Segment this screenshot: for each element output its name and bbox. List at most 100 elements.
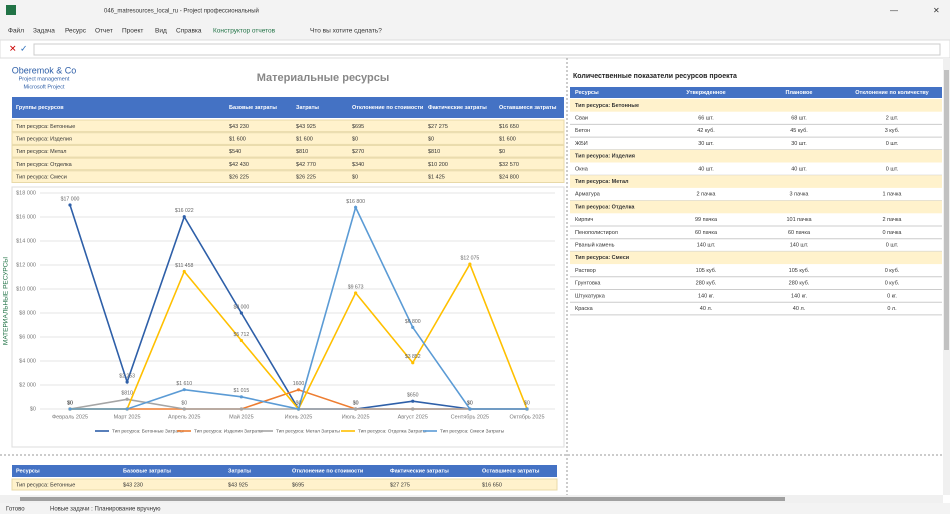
cell: Бетон [575,128,590,134]
data-label: $9 673 [348,284,364,290]
cell: 0 шт. [886,243,899,249]
data-label: $810 [121,391,133,397]
data-point [525,407,529,411]
cell: 140 шт. [697,243,716,249]
table-row [11,132,565,145]
entry-box[interactable] [33,43,941,56]
group-name: Тип ресурса: Изделия [575,154,635,160]
cell: 3 пачка [790,192,810,198]
cell: $26 225 [296,175,316,181]
cell: $42 430 [229,162,249,168]
table-header [570,87,942,98]
menu-item[interactable]: Справка [176,28,202,35]
cell: $810 [296,149,308,155]
cell: $10 200 [428,162,448,168]
cell: $27 275 [428,124,448,130]
header-cell: Ресурсы [575,90,599,96]
cell: $1 600 [296,137,313,143]
data-point [239,338,243,343]
cell: 45 куб. [790,128,808,134]
data-point [468,407,472,411]
cell: $43 230 [123,482,143,488]
logo-name: Oberemok & Co [12,65,77,75]
cell: Раствор [575,268,596,274]
cancel-icon[interactable]: ✕ [9,43,17,53]
header-cell: Базовые затраты [123,468,171,474]
cell: 2 шт. [886,116,899,122]
data-point [182,215,186,219]
menu-item[interactable]: Ресурс [65,28,87,35]
menu-item[interactable]: Задача [33,28,55,35]
legend-entry: Тип ресурса: Бетонные Затраты [112,428,184,434]
cell: 0 шт. [886,141,899,147]
data-point [239,407,243,411]
data-label: $0 [67,400,73,406]
cell: 140 кг. [791,293,807,299]
header-cell: Оставшиеся затраты [482,468,540,474]
data-label: $5 712 [233,332,249,338]
data-label: $16 800 [346,199,365,205]
data-point [411,325,415,329]
header-cell: Базовые затраты [229,105,277,111]
table-row [11,119,565,133]
search-box[interactable]: Что вы хотите сделать? [310,28,382,35]
menu-item[interactable]: Конструктор отчетов [213,28,276,35]
menu-item[interactable]: Файл [8,27,24,35]
cell: Грунтовка [575,281,601,287]
window-title: 046_matresources_local_ru - Project проф… [104,8,259,15]
cell: Штукатурка [575,293,606,299]
cell: $810 [428,149,440,155]
x-tick-label: Август 2025 [398,414,428,420]
cell: Тип ресурса: Метал [16,149,66,155]
cell: Тип ресурса: Смеси [16,175,67,181]
cell: $340 [352,162,364,168]
legend-entry: Тип ресурса: Отделка Затраты [358,428,427,434]
x-tick-label: Апрель 2025 [168,414,200,420]
legend-entry: Тип ресурса: Смеси Затраты [440,428,505,434]
cell: 3 куб. [885,128,900,134]
cell: $0 [499,149,505,155]
data-label: $17 000 [61,196,80,202]
cell: Тип ресурса: Изделия [16,137,72,143]
y-tick-label: $16 000 [16,214,36,220]
data-label: $12 075 [460,255,479,261]
group-name: Тип ресурса: Метал [575,179,629,185]
cell: 101 пачка [786,217,812,223]
report-title: Материальные ресурсы [257,72,390,84]
cell: $16 650 [482,482,502,488]
cell: $27 275 [390,482,410,488]
menu-item[interactable]: Вид [155,28,167,35]
data-point [411,399,415,403]
cell: 40 л. [793,306,806,312]
cell: $43 230 [229,124,249,130]
header-cell: Затраты [228,468,251,474]
data-point [296,407,301,411]
group-row [570,99,942,112]
cell: Окна [575,166,589,172]
v-scroll-thumb[interactable] [944,70,949,350]
logo-line: Project management [19,76,70,82]
data-label: $0 [181,400,187,406]
menu-item[interactable]: Отчет [95,28,113,35]
h-scroll-thumb[interactable] [20,497,785,501]
series-line [70,205,527,410]
menu-item[interactable]: Проект [122,28,143,35]
cell: 40 шт. [791,166,807,172]
data-point [125,407,129,411]
data-point [354,291,358,295]
cell: $695 [352,124,364,130]
legend-entry: Тип ресурса: Изделия Затраты [194,428,263,434]
app-icon [6,5,16,15]
cell: 0 куб. [885,268,900,274]
header-cell: Отклонение по количеству [855,90,929,96]
group-row [570,200,942,214]
accept-icon[interactable]: ✓ [20,43,28,53]
cell: $695 [292,482,304,488]
group-name: Тип ресурса: Отделка [575,204,635,210]
data-point [125,380,129,384]
data-label: $3 852 [405,354,421,360]
cell: $26 225 [229,175,249,181]
cell: Пенополистирол [575,230,618,236]
table-row [11,144,565,158]
cell: 40 шт. [698,166,714,172]
